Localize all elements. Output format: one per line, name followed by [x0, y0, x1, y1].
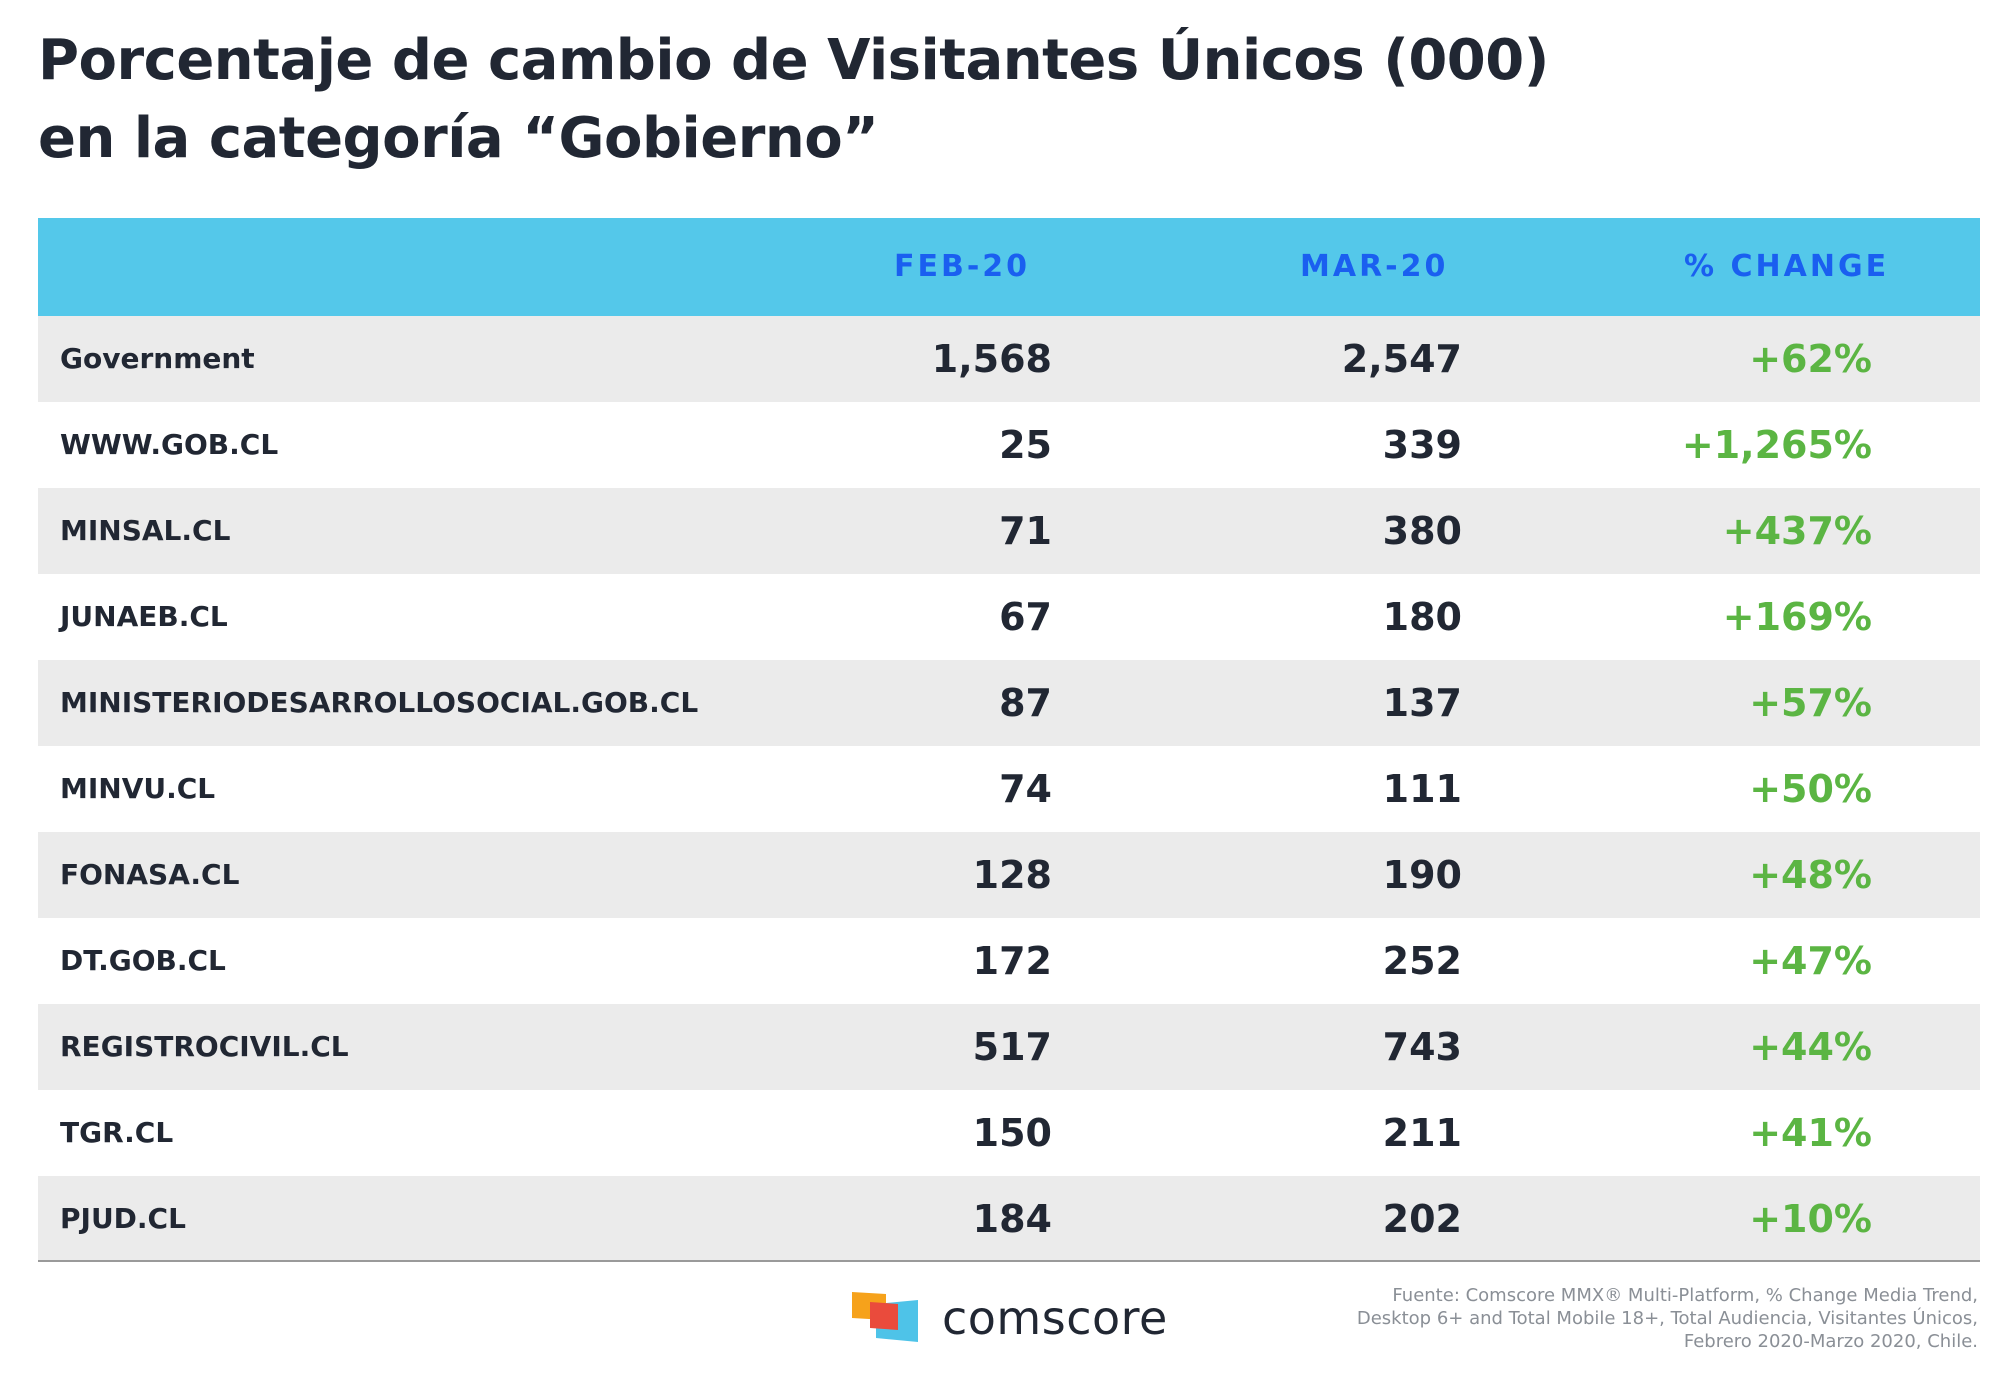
row-feb-value: 128 — [972, 853, 1052, 897]
row-name: REGISTROCIVIL.CL — [60, 1030, 349, 1063]
row-change-value: +50% — [1749, 767, 1872, 811]
table-bottom-rule — [38, 1260, 1980, 1262]
data-table: FEB-20 MAR-20 % CHANGE Government 1,568 2,… — [38, 218, 1980, 1262]
row-mar-value: 180 — [1382, 595, 1462, 639]
row-feb-value: 1,568 — [931, 337, 1052, 381]
row-feb-value: 87 — [999, 681, 1052, 725]
row-name: MINISTERIODESARROLLOSOCIAL.GOB.CL — [60, 686, 699, 719]
comscore-logo: comscore — [852, 1288, 1182, 1348]
row-change-value: +57% — [1749, 681, 1872, 725]
row-feb-value: 67 — [999, 595, 1052, 639]
row-name: TGR.CL — [60, 1116, 174, 1149]
row-mar-value: 111 — [1382, 767, 1462, 811]
row-change-value: +41% — [1749, 1111, 1872, 1155]
row-feb-value: 71 — [999, 509, 1052, 553]
table-row: MINVU.CL 74 111 +50% — [38, 746, 1980, 832]
row-mar-value: 339 — [1382, 423, 1462, 467]
table-row: PJUD.CL 184 202 +10% — [38, 1176, 1980, 1262]
table-row: REGISTROCIVIL.CL 517 743 +44% — [38, 1004, 1980, 1090]
row-change-value: +437% — [1722, 509, 1872, 553]
table-row: WWW.GOB.CL 25 339 +1,265% — [38, 402, 1980, 488]
source-line-2: Desktop 6+ and Total Mobile 18+, Total A… — [1356, 1308, 1978, 1329]
table-body: Government 1,568 2,547 +62% WWW.GOB.CL 25 339 +… — [38, 316, 1980, 1262]
row-mar-value: 211 — [1382, 1111, 1462, 1155]
row-change-value: +169% — [1722, 595, 1872, 639]
row-name: MINVU.CL — [60, 772, 216, 805]
row-mar-value: 743 — [1382, 1025, 1462, 1069]
row-name: FONASA.CL — [60, 858, 240, 891]
row-feb-value: 150 — [972, 1111, 1052, 1155]
row-feb-value: 517 — [972, 1025, 1052, 1069]
row-name: MINSAL.CL — [60, 514, 231, 547]
column-header-feb: FEB-20 — [894, 249, 1031, 284]
table-row: FONASA.CL 128 190 +48% — [38, 832, 1980, 918]
row-change-value: +10% — [1749, 1197, 1872, 1241]
source-note: Fuente: Comscore MMX® Multi-Platform, % … — [1278, 1284, 1978, 1353]
page-title: Porcentaje de cambio de Visitantes Único… — [38, 22, 1738, 178]
table-row: TGR.CL 150 211 +41% — [38, 1090, 1980, 1176]
row-name: JUNAEB.CL — [60, 600, 228, 633]
table-row: MINSAL.CL 71 380 +437% — [38, 488, 1980, 574]
row-mar-value: 202 — [1382, 1197, 1462, 1241]
row-mar-value: 252 — [1382, 939, 1462, 983]
row-mar-value: 190 — [1382, 853, 1462, 897]
row-mar-value: 2,547 — [1341, 337, 1462, 381]
table-row: Government 1,568 2,547 +62% — [38, 316, 1980, 402]
table-row: MINISTERIODESARROLLOSOCIAL.GOB.CL 87 137 +5… — [38, 660, 1980, 746]
title-line-2: en la categoría “Gobierno” — [38, 106, 879, 171]
table-row: JUNAEB.CL 67 180 +169% — [38, 574, 1980, 660]
row-change-value: +44% — [1749, 1025, 1872, 1069]
column-header-mar: MAR-20 — [1300, 249, 1449, 284]
row-name: DT.GOB.CL — [60, 944, 226, 977]
row-mar-value: 380 — [1382, 509, 1462, 553]
row-name: PJUD.CL — [60, 1202, 186, 1235]
column-header-change: % CHANGE — [1684, 249, 1890, 284]
row-change-value: +1,265% — [1681, 423, 1872, 467]
source-line-1: Fuente: Comscore MMX® Multi-Platform, % … — [1392, 1285, 1978, 1306]
row-name: WWW.GOB.CL — [60, 428, 279, 461]
row-feb-value: 74 — [999, 767, 1052, 811]
table-row: DT.GOB.CL 172 252 +47% — [38, 918, 1980, 1004]
source-line-3: Febrero 2020-Marzo 2020, Chile. — [1683, 1331, 1978, 1352]
row-change-value: +47% — [1749, 939, 1872, 983]
title-line-1: Porcentaje de cambio de Visitantes Único… — [38, 28, 1549, 93]
comscore-logo-icon — [852, 1292, 918, 1342]
row-feb-value: 172 — [972, 939, 1052, 983]
row-name: Government — [60, 342, 255, 375]
comscore-logo-text: comscore — [942, 1291, 1168, 1345]
row-change-value: +62% — [1749, 337, 1872, 381]
table-header: FEB-20 MAR-20 % CHANGE — [38, 218, 1980, 316]
row-feb-value: 184 — [972, 1197, 1052, 1241]
row-change-value: +48% — [1749, 853, 1872, 897]
row-mar-value: 137 — [1382, 681, 1462, 725]
row-feb-value: 25 — [999, 423, 1052, 467]
